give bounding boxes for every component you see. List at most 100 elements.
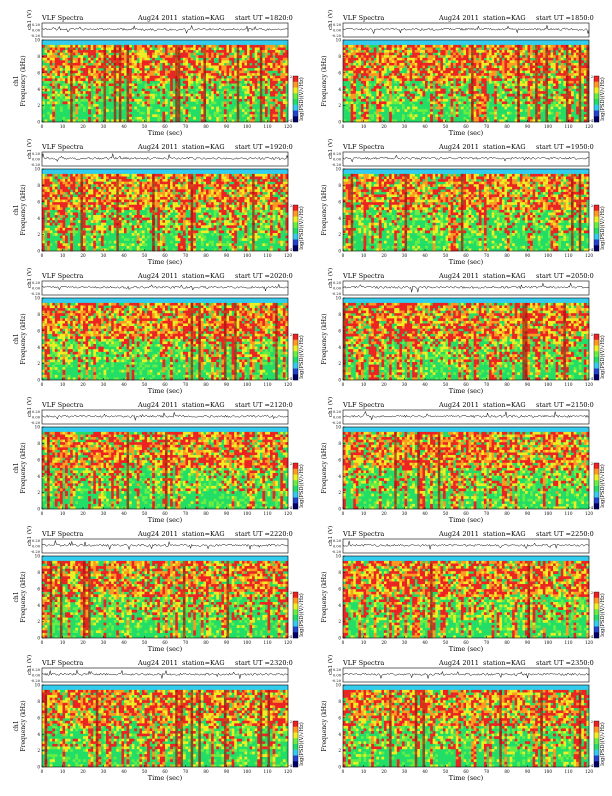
spectrogram-cell <box>116 45 119 48</box>
spectrogram-cell <box>214 86 217 89</box>
spectrogram-cell <box>186 81 189 84</box>
spectrogram-cell <box>278 68 281 71</box>
spectrogram-cell <box>98 65 101 68</box>
spectrogram-cell <box>147 96 150 99</box>
spectrogram-cell <box>75 112 78 115</box>
spectrogram-cell <box>68 45 71 48</box>
spectrogram-cell <box>109 45 112 48</box>
spectrogram-cell <box>91 99 94 102</box>
spectrogram-cell <box>209 96 212 99</box>
spectrogram-cell <box>152 58 155 61</box>
spectrogram-cell <box>170 83 173 86</box>
spectrogram-cell <box>214 71 217 74</box>
spectrogram-cell <box>134 83 137 86</box>
spectrogram-cell <box>201 96 204 99</box>
spectrogram-cell <box>186 71 189 74</box>
spectrogram-cell <box>173 65 176 68</box>
spectrogram-cell <box>247 53 250 56</box>
spectrogram-cell <box>98 71 101 74</box>
spectrogram-cell <box>162 78 165 81</box>
spectrogram-cell <box>180 68 183 71</box>
spectrogram-cell <box>47 81 50 84</box>
spectrogram-cell <box>137 76 140 79</box>
spectrogram-cell <box>116 71 119 74</box>
spectrogram-cell <box>244 101 247 104</box>
spectrogram-cell <box>129 76 132 79</box>
spectrogram-cell <box>275 112 278 115</box>
spectrogram-cell <box>270 99 273 102</box>
spectrogram-cell <box>134 47 137 50</box>
spectrogram-cell <box>50 47 53 50</box>
spectrogram-cell <box>129 58 132 61</box>
spectrogram-cell <box>152 68 155 71</box>
spectrogram-cell <box>157 76 160 79</box>
spectrogram-cell <box>227 68 230 71</box>
spectrogram-cell <box>255 83 258 86</box>
spectrogram-cell <box>232 73 235 76</box>
spectrogram-cell <box>96 73 99 76</box>
spectrogram-cell <box>186 78 189 81</box>
spectrogram-cell <box>278 53 281 56</box>
spectrogram-cell <box>145 63 148 66</box>
spectrogram-cell <box>273 65 276 68</box>
spectrogram-cell <box>50 76 53 79</box>
spectrogram-cell <box>98 83 101 86</box>
spectrogram-cell <box>247 45 250 48</box>
spectrogram-cell <box>216 50 219 53</box>
spectrogram-cell <box>150 63 153 66</box>
spectrogram-cell <box>252 83 255 86</box>
spectrogram-cell <box>129 47 132 50</box>
spectrogram-cell <box>211 107 214 110</box>
spectrogram-cell <box>93 71 96 74</box>
spectrogram-cell <box>244 47 247 50</box>
spectrogram-cell <box>137 73 140 76</box>
spectrogram-cell <box>224 94 227 97</box>
spectrogram-cell <box>111 81 114 84</box>
spectrogram-cell <box>106 96 109 99</box>
spectrogram-cell <box>273 73 276 76</box>
spectrogram-cell <box>78 89 81 92</box>
spectrogram-cell <box>242 45 245 48</box>
spectrogram-cell <box>42 68 45 71</box>
spectrogram-cell <box>101 81 104 84</box>
spectrogram-cell <box>188 86 191 89</box>
spectrogram-cell <box>78 83 81 86</box>
spectrogram-cell <box>96 107 99 110</box>
spectrogram-cell <box>188 50 191 53</box>
spectrogram-cell <box>93 68 96 71</box>
spectrogram-cell <box>170 94 173 97</box>
spectrogram-cell <box>129 55 132 58</box>
spectrogram-cell <box>165 47 168 50</box>
spectrogram-cell <box>275 78 278 81</box>
spectrogram-cell <box>275 91 278 94</box>
spectrogram-cell <box>65 58 68 61</box>
spectrogram-cell <box>242 58 245 61</box>
spectrogram-cell <box>86 78 89 81</box>
spectrogram-cell <box>129 60 132 63</box>
spectrogram-cell <box>132 53 135 56</box>
spectrogram-cell <box>147 104 150 107</box>
spectrogram-cell <box>152 71 155 74</box>
spectrogram-cell <box>268 55 271 58</box>
spectrogram-cell <box>98 81 101 84</box>
spectrogram-cell <box>55 91 58 94</box>
spectrogram-cell <box>45 55 48 58</box>
spectrogram-cell <box>183 53 186 56</box>
spectrogram-cell <box>139 81 142 84</box>
spectrogram-cell <box>88 101 91 104</box>
spectrogram-cell <box>55 63 58 66</box>
spectrogram-cell <box>224 58 227 61</box>
spectrogram-cell <box>216 65 219 68</box>
spectrogram-cell <box>60 76 63 79</box>
spectrogram-cell <box>42 94 45 97</box>
spectrogram-cell <box>221 68 224 71</box>
spectrogram-cell <box>232 71 235 74</box>
spectrogram-cell <box>68 50 71 53</box>
spectrogram-cell <box>60 109 63 112</box>
spectrogram-cell <box>157 65 160 68</box>
spectrogram-cell <box>270 78 273 81</box>
spectrogram-cell <box>170 50 173 53</box>
spectrogram-cell <box>232 86 235 89</box>
spectrogram-cell <box>142 68 145 71</box>
spectrogram-cell <box>224 83 227 86</box>
